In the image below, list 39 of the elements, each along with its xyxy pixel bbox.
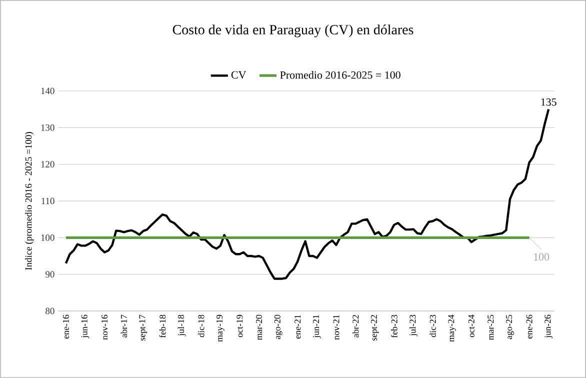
x-tick-label: dic-23 [430, 314, 436, 338]
annotation: 135 [541, 98, 556, 106]
x-tick-label: nov-16 [102, 314, 108, 340]
x-tick-label: feb-18 [159, 314, 166, 338]
y-tick-label: 110 [42, 198, 54, 204]
x-tick-label: ago-25 [506, 314, 514, 340]
annotation: 100 [534, 253, 550, 261]
x-tick-label: mar-20 [256, 314, 262, 340]
y-tick-label: 100 [41, 234, 54, 241]
y-axis-title: Indice (promedio 2016 - 2025 =100) [25, 132, 34, 270]
x-tick-label: ene-16 [62, 314, 69, 339]
x-tick-label: abr-17 [120, 314, 128, 338]
x-tick-label: dic-18 [198, 314, 204, 338]
legend-label: Promedio 2016-2025 = 100 [280, 71, 400, 79]
x-tick-label: sept-22 [370, 315, 379, 341]
x-tick-label: oct-19 [236, 314, 243, 338]
x-tick-label: jun-16 [81, 314, 90, 338]
x-tick-label: ene-21 [294, 315, 301, 339]
legend-label: CV [231, 71, 246, 79]
x-tick-label: feb-23 [390, 314, 398, 338]
x-tick-label: jun-21 [312, 315, 321, 338]
x-tick-label: nov-21 [333, 315, 340, 340]
x-tick-label: ene-26 [526, 314, 532, 339]
x-tick-label: may-24 [448, 314, 456, 342]
y-tick-label: 140 [41, 88, 54, 94]
x-tick-label: jul-18 [178, 314, 186, 336]
chart-title: Costo de vida en Paraguay (CV) en dólares [172, 24, 414, 38]
x-tick-label: may-19 [216, 314, 224, 342]
y-tick-label: 80 [46, 308, 54, 314]
x-tick-label: jul-23 [409, 314, 418, 336]
y-tick-label: 120 [41, 161, 54, 168]
y-tick-label: 130 [41, 124, 54, 131]
x-tick-label: abr-22 [352, 315, 359, 338]
x-tick-label: ago-20 [274, 314, 282, 340]
y-tick-label: 90 [46, 271, 54, 278]
x-tick-label: sept-17 [139, 314, 148, 341]
x-tick-label: oct-24 [468, 314, 474, 338]
x-tick-label: mar-25 [488, 314, 494, 340]
x-tick-label: jun-26 [544, 314, 553, 338]
